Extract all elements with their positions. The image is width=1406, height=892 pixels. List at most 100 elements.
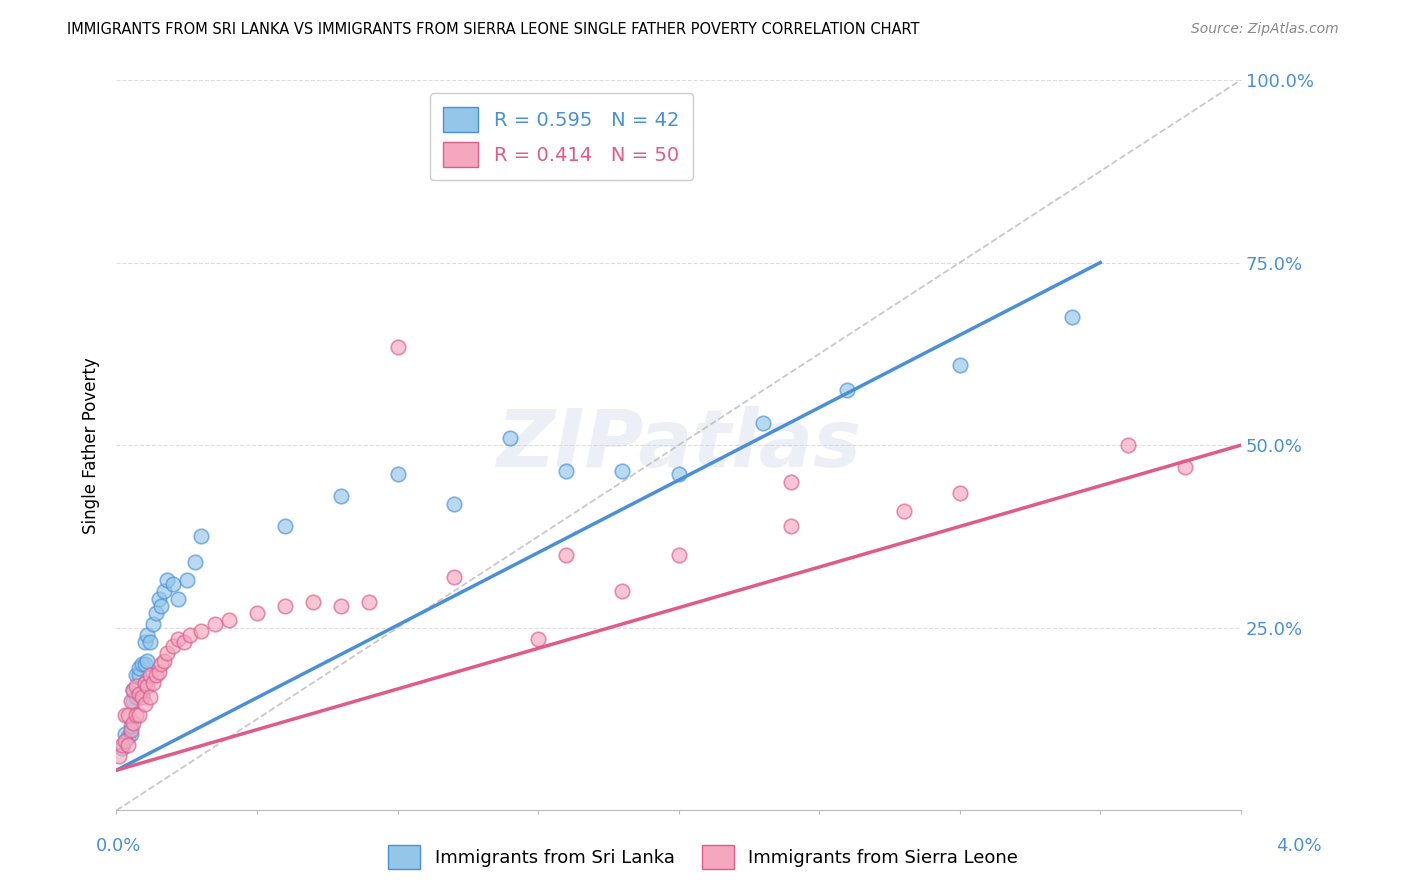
Point <box>111 741 134 756</box>
Point <box>1062 310 1084 325</box>
Point <box>134 675 156 690</box>
Point <box>190 529 212 543</box>
Point <box>1118 438 1140 452</box>
Point <box>949 485 972 500</box>
Text: Source: ZipAtlas.com: Source: ZipAtlas.com <box>1191 22 1339 37</box>
Point <box>120 727 142 741</box>
Point <box>114 734 136 748</box>
Point <box>122 694 145 708</box>
Point <box>156 574 179 588</box>
Point <box>153 584 176 599</box>
Point <box>153 654 176 668</box>
Point <box>780 518 803 533</box>
Point <box>162 577 184 591</box>
Point <box>117 708 139 723</box>
Point <box>179 628 201 642</box>
Point <box>204 617 226 632</box>
Point <box>134 675 156 690</box>
Point <box>131 657 153 672</box>
Legend: Immigrants from Sri Lanka, Immigrants from Sierra Leone: Immigrants from Sri Lanka, Immigrants fr… <box>381 838 1025 876</box>
Point <box>387 467 409 482</box>
Point <box>139 690 162 705</box>
Point <box>134 698 156 712</box>
Point <box>612 464 634 478</box>
Point <box>499 431 522 445</box>
Point <box>117 738 139 752</box>
Point <box>128 661 150 675</box>
Point <box>274 599 297 613</box>
Point <box>246 606 269 620</box>
Point <box>108 748 131 763</box>
Point <box>142 617 165 632</box>
Point <box>167 632 190 646</box>
Point <box>125 690 148 705</box>
Point <box>134 635 156 649</box>
Point <box>555 464 578 478</box>
Point <box>752 417 775 431</box>
Point <box>111 738 134 752</box>
Point <box>359 595 381 609</box>
Point <box>134 657 156 672</box>
Point <box>443 497 465 511</box>
Point <box>145 606 167 620</box>
Point <box>139 668 162 682</box>
Point <box>145 668 167 682</box>
Point <box>167 591 190 606</box>
Point <box>668 548 690 562</box>
Point <box>387 340 409 354</box>
Text: 4.0%: 4.0% <box>1277 837 1322 855</box>
Point <box>131 690 153 705</box>
Text: IMMIGRANTS FROM SRI LANKA VS IMMIGRANTS FROM SIERRA LEONE SINGLE FATHER POVERTY : IMMIGRANTS FROM SRI LANKA VS IMMIGRANTS … <box>67 22 920 37</box>
Point <box>120 719 142 733</box>
Y-axis label: Single Father Poverty: Single Father Poverty <box>83 357 100 533</box>
Point <box>114 708 136 723</box>
Point <box>330 489 353 503</box>
Point <box>131 686 153 700</box>
Point <box>122 682 145 697</box>
Point <box>114 727 136 741</box>
Point <box>330 599 353 613</box>
Point <box>162 639 184 653</box>
Point <box>125 668 148 682</box>
Point <box>184 555 207 569</box>
Point <box>122 682 145 697</box>
Point <box>612 584 634 599</box>
Point <box>156 646 179 660</box>
Point <box>302 595 325 609</box>
Point <box>668 467 690 482</box>
Point <box>117 731 139 745</box>
Point <box>173 635 195 649</box>
Point <box>122 715 145 730</box>
Point <box>949 358 972 372</box>
Point <box>148 665 170 679</box>
Point <box>139 635 162 649</box>
Point <box>120 694 142 708</box>
Point <box>274 518 297 533</box>
Point <box>142 675 165 690</box>
Point <box>150 657 173 672</box>
Point <box>893 504 915 518</box>
Point <box>218 614 240 628</box>
Point <box>125 708 148 723</box>
Point <box>1174 460 1197 475</box>
Point <box>148 591 170 606</box>
Point <box>176 574 198 588</box>
Point <box>527 632 550 646</box>
Point <box>837 384 859 398</box>
Point <box>780 475 803 489</box>
Text: 0.0%: 0.0% <box>96 837 141 855</box>
Point <box>125 679 148 693</box>
Text: ZIPatlas: ZIPatlas <box>496 406 860 484</box>
Legend: R = 0.595   N = 42, R = 0.414   N = 50: R = 0.595 N = 42, R = 0.414 N = 50 <box>430 94 693 180</box>
Point <box>136 628 159 642</box>
Point <box>128 668 150 682</box>
Point <box>190 624 212 639</box>
Point <box>128 708 150 723</box>
Point <box>128 686 150 700</box>
Point <box>443 569 465 583</box>
Point <box>120 723 142 737</box>
Point <box>136 654 159 668</box>
Point <box>136 679 159 693</box>
Point <box>150 599 173 613</box>
Point <box>555 548 578 562</box>
